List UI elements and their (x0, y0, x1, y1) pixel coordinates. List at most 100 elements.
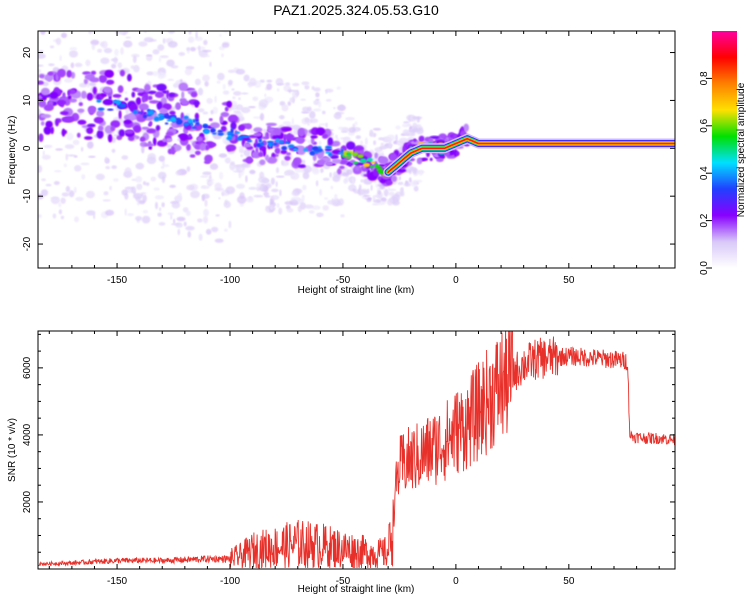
spectral-blob (166, 13, 171, 19)
spectral-blob (180, 79, 183, 82)
spectral-blob (143, 210, 148, 214)
bottom-x-tick-label: 50 (563, 576, 575, 587)
spectral-blob (119, 129, 125, 137)
spectral-blob (66, 186, 70, 192)
spectral-blob (218, 197, 220, 199)
spectral-blob (125, 91, 128, 94)
spectral-blob (240, 154, 243, 157)
spectral-blob (205, 145, 209, 150)
spectral-blob (267, 125, 271, 130)
spectral-blob (60, 198, 65, 204)
spectral-blob (309, 111, 315, 119)
spectral-blob (54, 170, 61, 172)
spectral-blob (158, 172, 167, 180)
spectral-blob (41, 189, 48, 196)
spectral-blob (75, 197, 84, 201)
spectral-blob (125, 37, 130, 39)
spectral-blob (308, 123, 310, 126)
spectral-blob (313, 109, 322, 112)
spectral-peak (133, 110, 138, 114)
spectral-blob (39, 50, 44, 54)
spectral-blob (190, 191, 200, 199)
spectral-peak (119, 103, 126, 107)
spectral-blob (41, 114, 52, 118)
spectral-blob (193, 20, 201, 24)
spectral-blob (323, 178, 330, 181)
spectral-blob (265, 154, 269, 160)
spectral-blob (105, 210, 114, 216)
colorbar-gradient (712, 31, 737, 268)
spectral-blob (292, 118, 294, 125)
spectral-blob (244, 75, 250, 82)
spectral-blob (293, 158, 299, 167)
spectral-blob (259, 99, 269, 107)
spectral-blob (118, 85, 124, 93)
spectral-blob (246, 124, 252, 130)
spectral-blob (164, 39, 169, 43)
spectral-blob (217, 73, 225, 81)
spectral-blob (144, 4, 153, 9)
spectral-blob (340, 137, 349, 140)
spectral-blob (209, 62, 211, 67)
spectral-blob (113, 178, 119, 182)
spectral-blob (200, 143, 206, 151)
spectral-blob (79, 16, 83, 23)
spectral-blob (104, 48, 112, 53)
spectral-blob (44, 126, 52, 135)
spectral-blob (186, 185, 194, 191)
spectral-blob (381, 143, 385, 146)
spectral-blob (49, 8, 53, 10)
spectral-blob (287, 208, 294, 213)
bottom-x-tick-label: 0 (453, 576, 459, 587)
spectral-blob (43, 151, 45, 156)
spectral-blob (346, 141, 355, 150)
spectral-blob (135, 136, 140, 140)
spectral-blob (270, 205, 273, 211)
spectral-blob (36, 165, 42, 173)
spectral-blob (146, 71, 153, 75)
spectral-blob (202, 75, 210, 82)
top-x-tick-label: -150 (107, 275, 127, 286)
spectral-blob (107, 3, 113, 8)
spectral-blob (188, 36, 194, 43)
spectral-blob (236, 69, 245, 75)
spectral-blob (179, 52, 186, 56)
spectral-blob (190, 47, 196, 51)
spectral-blob (320, 168, 324, 173)
top-y-tick-label: 10 (22, 94, 33, 106)
spectral-blob (122, 189, 128, 195)
spectral-blob (206, 98, 212, 104)
spectral-blob (168, 41, 178, 48)
spectral-blob (39, 0, 46, 3)
spectral-blob (273, 128, 281, 136)
spectral-blob (121, 155, 128, 160)
spectral-peak (276, 138, 280, 143)
spectral-blob (166, 132, 174, 136)
spectral-blob (155, 16, 162, 20)
spectral-blob (322, 134, 328, 139)
spectral-blob (198, 45, 200, 52)
spectral-blob (412, 116, 422, 119)
spectral-blob (214, 96, 216, 103)
spectral-blob (59, 209, 62, 214)
spectral-blob (166, 138, 172, 142)
spectral-blob (355, 121, 358, 126)
spectral-peak (176, 120, 182, 124)
spectral-blob (53, 213, 57, 218)
spectral-blob (74, 216, 79, 222)
spectral-blob (200, 175, 209, 178)
spectral-blob (298, 206, 302, 212)
spectral-blob (93, 20, 98, 24)
spectral-peak (325, 146, 332, 150)
spectral-blob (140, 137, 146, 143)
spectral-blob (175, 222, 183, 228)
spectral-blob (233, 91, 241, 96)
colorbar: 0.00.20.40.60.8 Normalized spectral ampl… (699, 31, 747, 275)
spectral-blob (146, 24, 149, 32)
spectral-peak (157, 114, 163, 117)
spectral-blob (120, 47, 124, 55)
spectral-blob (161, 166, 165, 169)
spectral-blob (75, 63, 83, 67)
spectral-blob (264, 94, 266, 98)
spectral-blob (41, 178, 46, 181)
